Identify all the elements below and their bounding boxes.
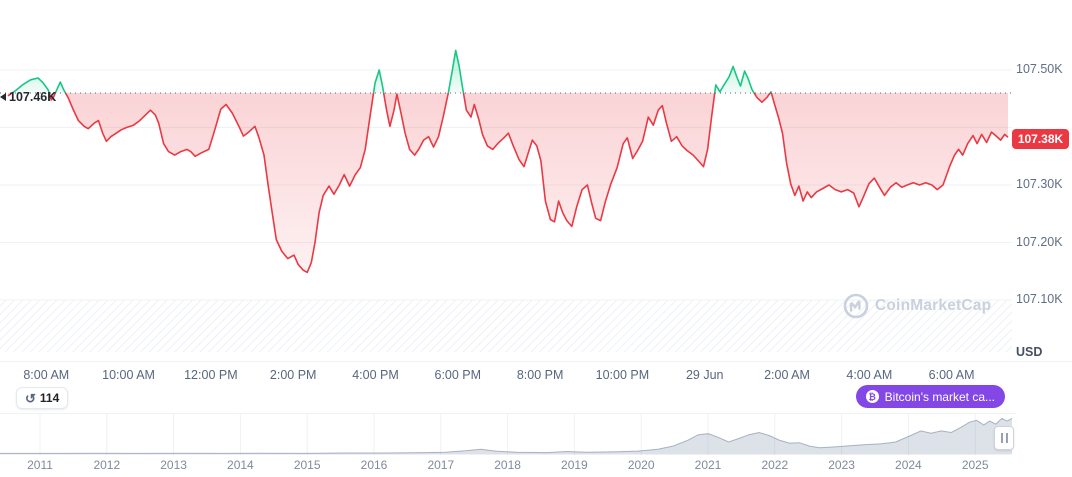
navigator-year-label: 2022 — [761, 458, 789, 472]
x-axis-label: 6:00 PM — [434, 368, 482, 382]
bitcoin-icon: ₿ — [865, 390, 879, 403]
open-price-marker-icon — [0, 93, 6, 101]
price-line-red — [7, 93, 1009, 274]
y-axis-tick: 107.10K — [1016, 292, 1063, 306]
navigator-year-label: 2016 — [360, 458, 388, 472]
navigator-year-label: 2013 — [160, 458, 187, 472]
navigator-year-label: 2015 — [293, 458, 321, 472]
y-axis-tick: 107.50K — [1016, 62, 1063, 76]
axis-separator — [0, 361, 1072, 362]
navigator-year-label: 2011 — [27, 458, 53, 472]
x-axis-label: 29 Jun — [685, 368, 724, 382]
navigator-year-label: 2014 — [227, 458, 254, 472]
market-cap-label: Bitcoin's market ca... — [884, 389, 995, 404]
currency-label: USD — [1016, 345, 1043, 359]
x-axis-label: 10:00 AM — [102, 368, 155, 382]
out-of-range-hatch-band — [0, 300, 1012, 352]
navigator-handle[interactable] — [994, 426, 1014, 450]
y-axis-tick: 107.20K — [1016, 234, 1063, 249]
x-axis-label: 12:00 PM — [184, 368, 238, 382]
y-axis-tick: 107.30K — [1016, 177, 1063, 191]
history-count-badge[interactable]: ↺ 114 — [16, 387, 69, 409]
navigator-area — [0, 418, 1012, 455]
navigator-year-label: 2012 — [93, 458, 121, 472]
navigator-year-label: 2025 — [961, 458, 989, 472]
x-axis-label: 8:00 AM — [23, 368, 70, 382]
market-cap-badge[interactable]: ₿ Bitcoin's market ca... — [855, 385, 1005, 408]
coinmarketcap-watermark: CoinMarketCap — [843, 293, 991, 319]
open-price-value: 107.46K — [9, 90, 57, 104]
navigator-year-label: 2019 — [561, 458, 588, 472]
x-axis-label: 4:00 AM — [846, 368, 893, 382]
coinmarketcap-logo-icon — [843, 293, 869, 319]
navigator-year-label: 2021 — [694, 458, 722, 472]
navigator-chart[interactable] — [0, 413, 1016, 456]
navigator-year-label: 2018 — [494, 458, 521, 472]
navigator-year-label: 2024 — [895, 458, 922, 472]
watermark-text: CoinMarketCap — [875, 297, 992, 314]
x-axis-label: 2:00 PM — [269, 368, 317, 382]
x-axis-label: 6:00 AM — [928, 368, 975, 382]
x-axis-label: 8:00 PM — [516, 368, 564, 382]
x-axis-label: 10:00 PM — [595, 368, 650, 382]
x-axis-label: 2:00 AM — [764, 368, 810, 382]
x-axis-label: 4:00 PM — [352, 368, 399, 382]
history-icon: ↺ — [25, 390, 36, 406]
open-price-label: 107.46K — [0, 90, 56, 104]
navigator-year-label: 2023 — [828, 458, 855, 472]
current-price-badge: 107.38K — [1012, 129, 1069, 149]
price-area-below-open — [8, 93, 1008, 273]
navigator-year-label: 2017 — [427, 458, 455, 472]
navigator-area-outline — [0, 417, 1013, 454]
price-chart[interactable] — [0, 0, 1012, 356]
navigator-year-label: 2020 — [627, 458, 655, 472]
history-count-value: 114 — [39, 391, 60, 405]
